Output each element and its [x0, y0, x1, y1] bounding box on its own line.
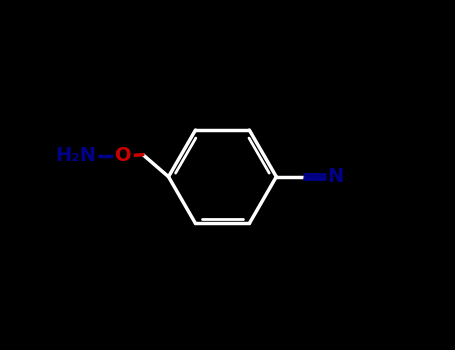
Text: N: N: [327, 167, 344, 186]
Text: O: O: [115, 147, 132, 166]
Text: H₂N: H₂N: [56, 147, 96, 166]
